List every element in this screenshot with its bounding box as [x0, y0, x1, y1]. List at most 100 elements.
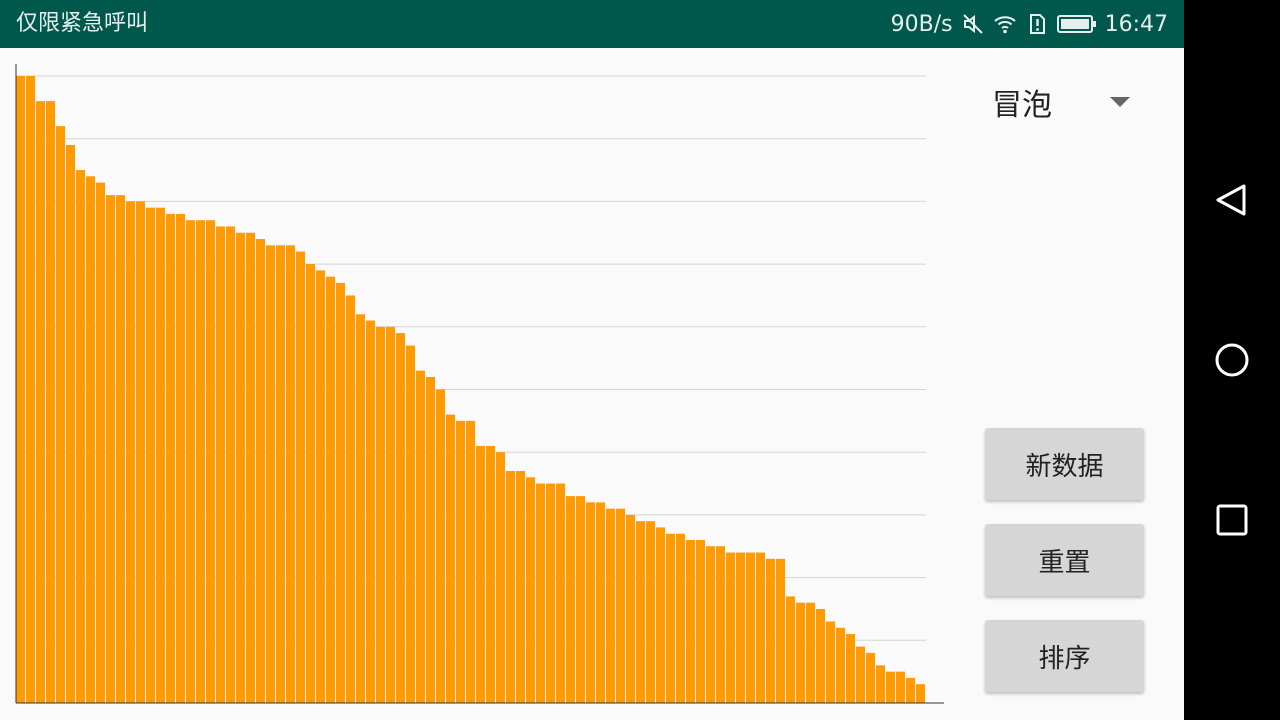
- bar: [366, 320, 375, 703]
- bar: [166, 213, 175, 703]
- bar: [406, 345, 415, 703]
- bar: [176, 213, 185, 703]
- bar: [26, 76, 35, 703]
- bar: [66, 144, 75, 704]
- bar: [706, 546, 715, 703]
- bar: [726, 552, 735, 703]
- bar: [886, 671, 895, 703]
- bar: [146, 207, 155, 704]
- bar: [906, 677, 915, 703]
- bar: [746, 552, 755, 703]
- recents-icon[interactable]: [1204, 492, 1260, 548]
- home-icon[interactable]: [1204, 332, 1260, 388]
- bar: [816, 608, 825, 703]
- bar: [126, 201, 135, 703]
- bar: [786, 596, 795, 703]
- bar: [756, 552, 765, 703]
- bar: [266, 245, 275, 704]
- bar: [256, 239, 265, 703]
- bar: [116, 195, 125, 703]
- bar: [686, 539, 695, 703]
- bar: [396, 333, 405, 703]
- status-bar: 仅限紧急呼叫 90B/s 16:47: [0, 0, 1184, 48]
- bar: [326, 276, 335, 703]
- bar: [916, 684, 925, 703]
- bar: [526, 477, 535, 703]
- bar: [156, 207, 165, 704]
- bar: [616, 508, 625, 703]
- bar: [556, 483, 565, 703]
- bar: [346, 295, 355, 703]
- bar: [426, 376, 435, 703]
- bar: [136, 201, 145, 703]
- bar: [626, 514, 635, 703]
- bar: [546, 483, 555, 703]
- bar: [496, 452, 505, 703]
- bar: [16, 76, 25, 703]
- bar: [796, 602, 805, 703]
- bar: [696, 539, 705, 703]
- app-content: 冒泡 新数据 重置 排序: [0, 48, 1184, 720]
- bar: [356, 314, 365, 703]
- bar: [536, 483, 545, 703]
- bar: [866, 652, 875, 703]
- status-time: 16:47: [1104, 11, 1168, 37]
- bar: [296, 251, 305, 703]
- status-emergency-text: 仅限紧急呼叫: [16, 11, 149, 36]
- bar: [516, 471, 525, 703]
- bar: [566, 496, 575, 703]
- bar: [846, 634, 855, 703]
- bar: [876, 665, 885, 703]
- wifi-icon: [993, 12, 1017, 36]
- bar: [76, 170, 85, 704]
- bar: [206, 220, 215, 703]
- bar: [826, 621, 835, 703]
- new-data-button[interactable]: 新数据: [985, 428, 1144, 500]
- net-speed: 90B/s: [890, 11, 953, 37]
- bar: [636, 521, 645, 703]
- bar: [656, 527, 665, 703]
- reset-button[interactable]: 重置: [985, 524, 1144, 596]
- bar: [86, 176, 95, 703]
- bar: [476, 445, 485, 703]
- algorithm-spinner[interactable]: 冒泡: [976, 76, 1146, 128]
- back-icon[interactable]: [1204, 172, 1260, 228]
- bar: [506, 471, 515, 703]
- bar: [216, 226, 225, 704]
- bar: [286, 245, 295, 704]
- bar: [596, 502, 605, 703]
- bar: [896, 671, 905, 703]
- bar: [386, 326, 395, 703]
- sort-bar-chart: [15, 64, 944, 704]
- bar: [766, 558, 775, 703]
- bar: [676, 533, 685, 703]
- bar: [196, 220, 205, 703]
- bar: [836, 627, 845, 703]
- sim-alert-icon: [1025, 12, 1049, 36]
- spinner-selected-value: 冒泡: [992, 88, 1052, 123]
- bar: [46, 101, 55, 703]
- bar: [236, 232, 245, 703]
- bar: [736, 552, 745, 703]
- bar: [436, 389, 445, 703]
- bar: [96, 182, 105, 704]
- bar: [806, 602, 815, 703]
- dropdown-arrow-icon: [1110, 97, 1130, 107]
- bar: [276, 245, 285, 704]
- bar: [56, 126, 65, 703]
- bar: [316, 270, 325, 703]
- bar: [36, 101, 45, 703]
- bar: [226, 226, 235, 704]
- bar: [776, 558, 785, 703]
- mute-icon: [961, 12, 985, 36]
- bar: [486, 445, 495, 703]
- bar: [336, 282, 345, 703]
- bar: [186, 220, 195, 703]
- sort-button[interactable]: 排序: [985, 620, 1144, 692]
- bar: [716, 546, 725, 703]
- bar: [106, 195, 115, 703]
- bar: [446, 414, 455, 703]
- bar: [856, 646, 865, 703]
- battery-icon: [1056, 12, 1097, 36]
- bar: [666, 533, 675, 703]
